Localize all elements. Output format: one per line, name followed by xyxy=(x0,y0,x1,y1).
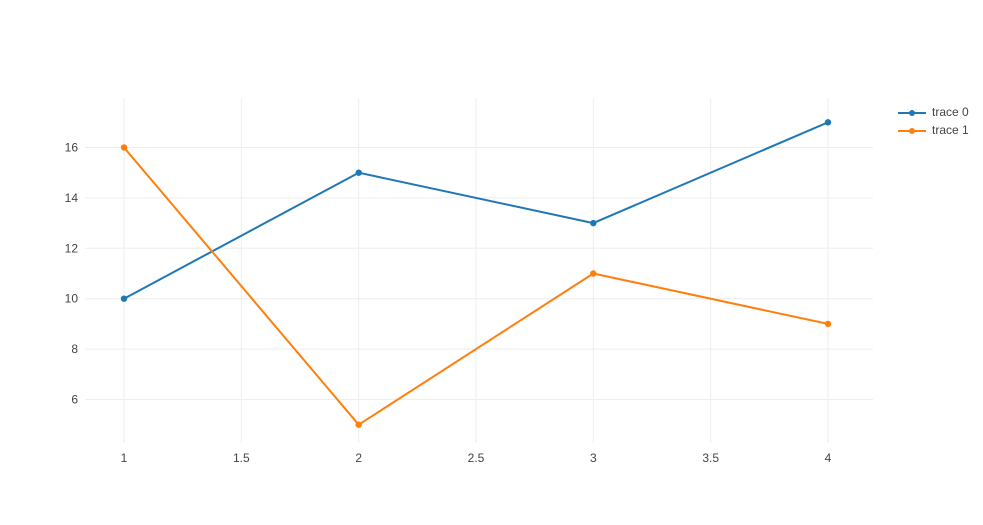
x-tick-label: 1.5 xyxy=(233,451,250,465)
y-tick-label: 10 xyxy=(65,292,79,306)
x-tick-label: 1 xyxy=(121,451,128,465)
trace-0-marker xyxy=(824,119,832,126)
x-tick-label: 2 xyxy=(355,451,362,465)
x-axis-tick-labels: 1 1.5 2 2.5 3 3.5 4 xyxy=(121,451,832,465)
x-tick-label: 3.5 xyxy=(702,451,719,465)
trace-0-marker xyxy=(590,219,597,227)
legend-item-trace-1[interactable]: trace 1 xyxy=(897,123,969,138)
y-gridlines xyxy=(85,147,873,401)
legend: trace 0 trace 1 xyxy=(897,105,969,138)
trace-0-marker xyxy=(120,295,128,302)
trace-0 xyxy=(120,119,832,302)
legend-label: trace 1 xyxy=(932,123,969,137)
y-tick-label: 14 xyxy=(65,191,79,205)
trace-1-marker xyxy=(120,144,128,151)
legend-line-marker-icon xyxy=(898,109,926,116)
y-tick-label: 8 xyxy=(71,342,78,356)
trace-1-marker xyxy=(824,320,832,328)
y-tick-label: 16 xyxy=(65,141,79,155)
trace-1-line xyxy=(123,146,829,426)
trace-0-marker xyxy=(355,169,362,176)
trace-1-marker xyxy=(590,270,597,277)
y-tick-label: 6 xyxy=(71,393,78,407)
legend-line-marker-icon xyxy=(898,127,926,134)
traces xyxy=(120,119,832,428)
x-tick-label: 4 xyxy=(825,451,832,465)
legend-item-trace-0[interactable]: trace 0 xyxy=(897,105,969,120)
x-tick-label: 2.5 xyxy=(468,451,485,465)
legend-label: trace 0 xyxy=(932,105,969,119)
trace-1 xyxy=(120,144,832,428)
y-axis-tick-labels: 6 8 10 12 14 16 xyxy=(65,141,79,407)
trace-0-line xyxy=(123,121,829,300)
trace-1-marker xyxy=(355,421,362,428)
x-tick-label: 3 xyxy=(590,451,597,465)
y-tick-label: 12 xyxy=(65,241,79,255)
